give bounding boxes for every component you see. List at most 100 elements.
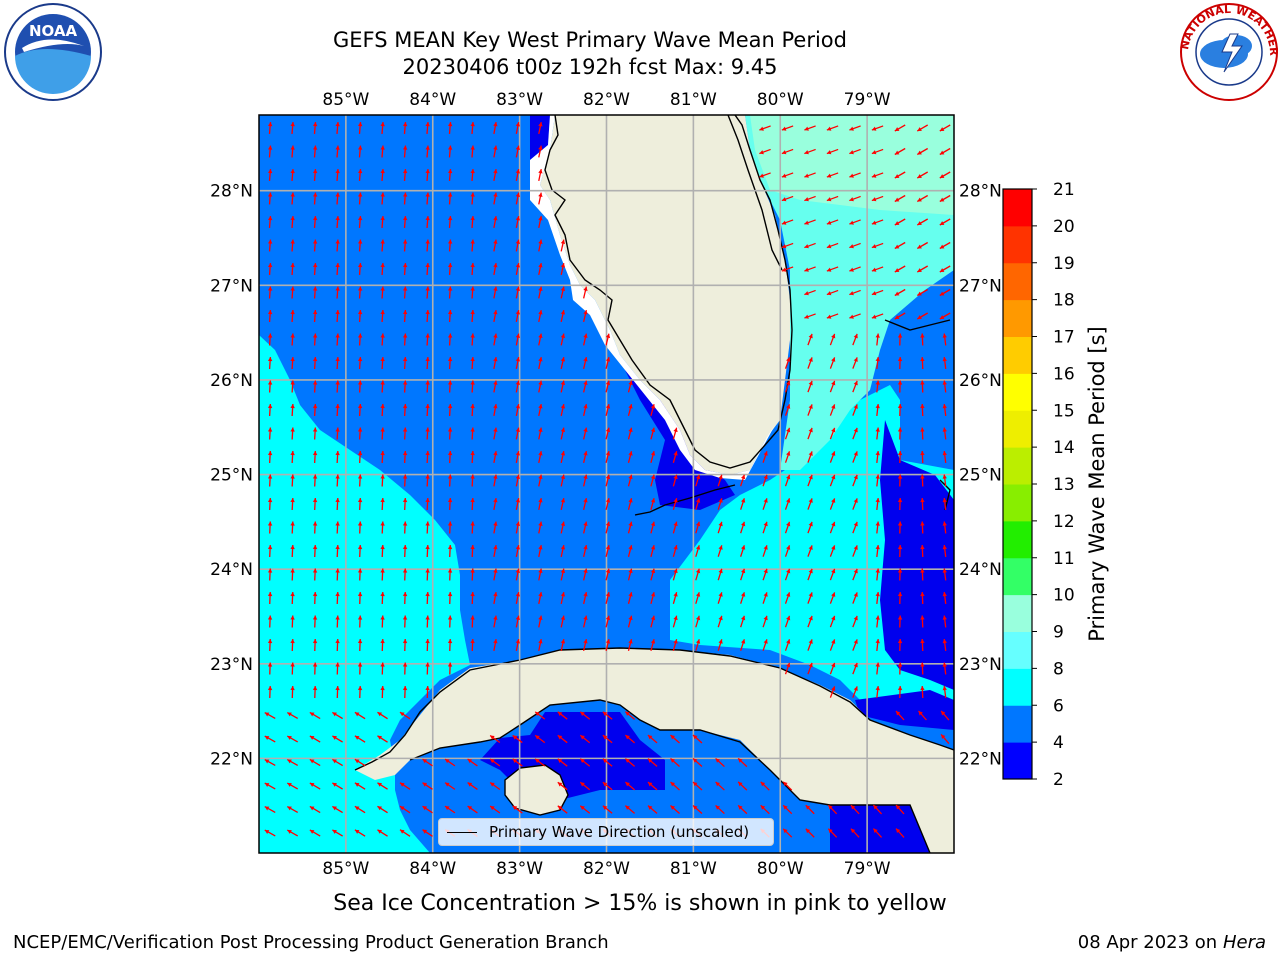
wave-arrow (335, 474, 340, 487)
wave-arrow (538, 286, 543, 299)
lat-label-right: 23°N (959, 655, 1002, 675)
wave-arrow (425, 192, 430, 205)
wave-arrow (852, 568, 858, 581)
wave-arrow (871, 242, 884, 249)
wave-arrow (402, 615, 408, 628)
wave-arrow (357, 121, 363, 135)
wave-arrow (335, 544, 340, 558)
ocean-band-2-4-southeast (855, 690, 954, 730)
wave-arrow (335, 262, 340, 276)
wave-arrow (332, 735, 343, 743)
wave-arrow (579, 758, 591, 767)
wave-arrow (894, 312, 906, 320)
wave-arrow (647, 781, 658, 791)
wave-arrow (267, 662, 273, 675)
wave-arrow (515, 474, 521, 487)
colorbar: 2 4 6 8 9 10 11 12 13 14 15 16 17 18 19 20 21 (1002, 180, 1075, 790)
colorbar-segment (1003, 705, 1032, 743)
wave-arrow (650, 568, 656, 581)
wave-arrow (897, 544, 903, 558)
wave-arrow (895, 804, 905, 815)
wave-arrow (402, 239, 408, 252)
wave-arrow (402, 427, 408, 440)
wave-arrow (312, 544, 318, 558)
wave-arrow (312, 356, 318, 370)
wave-arrow (447, 427, 453, 440)
wave-arrow (557, 734, 568, 744)
wave-arrow (807, 639, 813, 651)
wave-arrow (467, 758, 478, 767)
wave-arrow (335, 615, 340, 628)
wave-arrow (290, 262, 295, 276)
wave-arrow (357, 427, 363, 440)
wave-arrow (447, 615, 453, 628)
wave-arrow (290, 168, 295, 182)
date-text: 08 Apr 2023 on (1077, 932, 1218, 953)
wave-arrow (380, 615, 385, 628)
wave-arrow (380, 403, 385, 417)
lat-label-right: 26°N (959, 371, 1002, 391)
wave-arrow (354, 829, 366, 837)
wave-arrow (829, 545, 836, 557)
wave-arrow (380, 286, 385, 299)
wave-arrow (829, 451, 836, 463)
wave-arrow (583, 592, 588, 604)
wave-arrow (512, 805, 523, 814)
wave-arrow (762, 639, 768, 651)
colorbar-tick-label: 13 (1053, 475, 1075, 495)
wave-arrow (560, 568, 566, 581)
wave-arrow (380, 380, 385, 393)
wave-arrow (560, 427, 566, 440)
wave-arrow (380, 427, 385, 440)
wave-arrow (447, 286, 453, 299)
lat-label-left: 25°N (210, 466, 253, 486)
wave-arrow (717, 592, 723, 604)
colorbar-segment (1003, 299, 1032, 337)
wave-arrow (894, 288, 906, 297)
wave-arrow (875, 333, 880, 346)
wave-arrow (357, 615, 363, 628)
wave-arrow (380, 239, 385, 252)
colorbar-tick-label: 14 (1053, 438, 1075, 458)
wave-arrow (916, 218, 929, 226)
credit-text: NCEP/EMC/Verification Post Processing Pr… (13, 932, 609, 953)
wave-arrow (515, 168, 521, 182)
wave-arrow (470, 497, 475, 511)
wave-arrow (399, 805, 411, 814)
wave-arrow (897, 450, 903, 464)
wave-arrow (312, 685, 318, 699)
wave-arrow (402, 497, 408, 511)
wave-arrow (447, 638, 453, 652)
wave-arrow (447, 544, 453, 558)
wave-arrow (312, 427, 318, 440)
wave-arrow (493, 450, 498, 464)
wave-arrow (312, 121, 318, 135)
wave-arrow (579, 711, 591, 720)
wave-arrow (335, 215, 340, 229)
wave-arrow (357, 544, 363, 558)
wave-arrow (357, 662, 363, 675)
wave-arrow (804, 219, 816, 225)
wave-arrow (332, 758, 343, 767)
wave-arrow (377, 829, 388, 837)
map-area (259, 115, 954, 853)
lat-label-right: 22°N (959, 749, 1002, 769)
wave-arrow (425, 262, 430, 276)
legend-label: Primary Wave Direction (unscaled) (489, 823, 750, 841)
lat-label-left: 26°N (210, 371, 253, 391)
wave-arrow (916, 265, 929, 273)
wave-arrow (942, 450, 947, 464)
wave-arrow (784, 451, 791, 463)
wave-arrow (312, 521, 318, 534)
wave-arrow (515, 450, 521, 464)
wave-arrow (852, 427, 858, 440)
wave-arrow (826, 125, 839, 131)
wave-arrow (875, 568, 880, 581)
wave-arrow (583, 639, 588, 651)
wave-arrow (444, 758, 456, 767)
wave-arrow (447, 591, 453, 605)
wave-arrow (826, 148, 839, 155)
colorbar-tick-label: 17 (1053, 328, 1075, 348)
wave-arrow (312, 638, 318, 652)
wave-arrow (425, 145, 430, 158)
